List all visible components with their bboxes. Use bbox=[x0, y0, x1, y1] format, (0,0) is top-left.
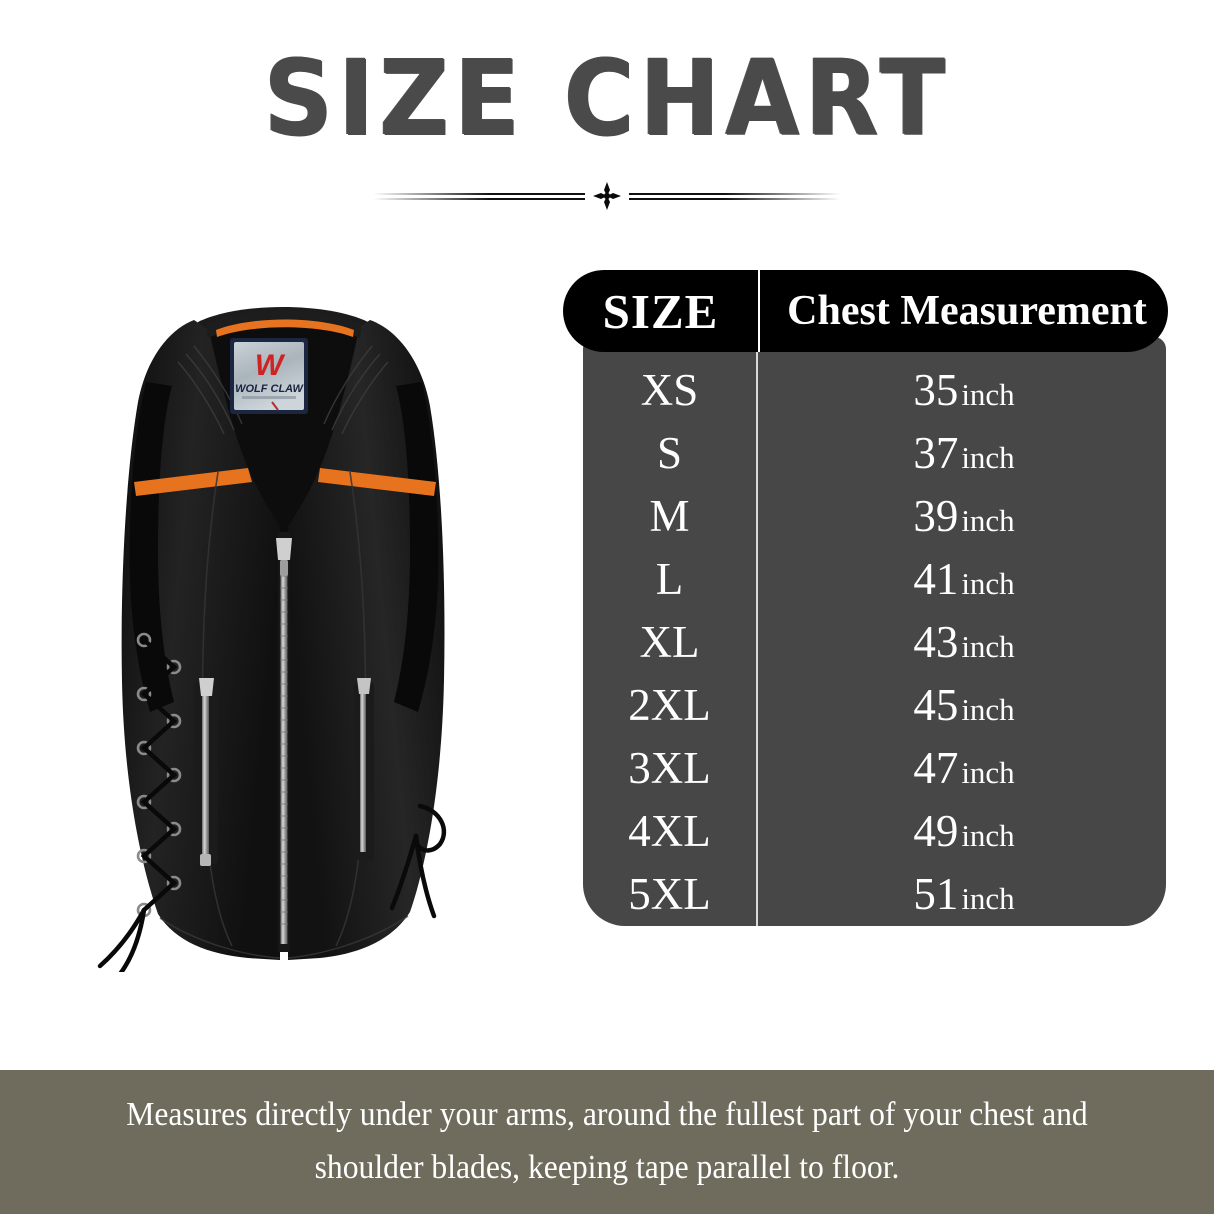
chest-number: 49 bbox=[913, 806, 959, 856]
table-cell-chest: 49inch bbox=[758, 800, 1166, 863]
page-title-block: SIZE CHART bbox=[0, 37, 1214, 159]
measurement-instructions-bar: Measures directly under your arms, aroun… bbox=[0, 1070, 1214, 1214]
table-cell-chest: 51inch bbox=[758, 863, 1166, 926]
table-cell-size: XL bbox=[639, 617, 700, 667]
table-cell-chest: 37inch bbox=[758, 422, 1166, 485]
table-cell-size: 2XL bbox=[628, 680, 711, 730]
chest-unit: inch bbox=[961, 755, 1015, 790]
table-cell-chest: 35inch bbox=[758, 359, 1166, 422]
table-cell-chest: 41inch bbox=[758, 548, 1166, 611]
chest-unit: inch bbox=[961, 692, 1015, 727]
table-cell-chest: 47inch bbox=[758, 737, 1166, 800]
page-title: SIZE CHART bbox=[263, 37, 951, 159]
table-cell-size: XS bbox=[640, 365, 699, 415]
size-table-body: XS S M L XL 2XL 3XL 4XL 5XL 35inch 37inc… bbox=[583, 337, 1166, 926]
chest-number: 41 bbox=[913, 554, 959, 604]
chest-unit: inch bbox=[961, 566, 1015, 601]
chest-number: 47 bbox=[913, 743, 959, 793]
chest-number: 37 bbox=[913, 428, 959, 478]
table-cell-chest: 45inch bbox=[758, 674, 1166, 737]
table-cell-size: 3XL bbox=[628, 743, 711, 793]
chest-number: 39 bbox=[913, 491, 959, 541]
product-vest-image: W WOLF CLAW bbox=[48, 282, 518, 972]
table-cell-chest: 39inch bbox=[758, 485, 1166, 548]
chest-unit: inch bbox=[961, 503, 1015, 538]
svg-text:W: W bbox=[255, 349, 286, 382]
size-column: XS S M L XL 2XL 3XL 4XL 5XL bbox=[583, 359, 756, 926]
divider-rule-right bbox=[629, 192, 841, 201]
chest-unit: inch bbox=[961, 377, 1015, 412]
header-column-divider bbox=[758, 270, 760, 352]
chest-unit: inch bbox=[961, 818, 1015, 853]
table-cell-size: S bbox=[656, 428, 683, 478]
table-cell-size: 5XL bbox=[628, 869, 711, 919]
measurement-instructions-text: Measures directly under your arms, aroun… bbox=[126, 1096, 1088, 1186]
chest-number: 45 bbox=[913, 680, 959, 730]
table-cell-size: M bbox=[649, 491, 690, 541]
svg-text:WOLF CLAW: WOLF CLAW bbox=[235, 383, 304, 395]
chest-number: 35 bbox=[913, 365, 959, 415]
chest-unit: inch bbox=[961, 629, 1015, 664]
size-chart-table: XS S M L XL 2XL 3XL 4XL 5XL 35inch 37inc… bbox=[563, 270, 1168, 926]
brand-label: W WOLF CLAW bbox=[230, 338, 308, 414]
table-column-divider bbox=[756, 337, 758, 926]
diamond-fleuron-icon bbox=[592, 181, 622, 211]
header-chest-label: Chest Measurement bbox=[787, 288, 1147, 334]
divider-rule-left bbox=[373, 192, 585, 201]
chest-number: 43 bbox=[913, 617, 959, 667]
chest-column: 35inch 37inch 39inch 41inch 43inch 45inc… bbox=[758, 359, 1166, 926]
chest-unit: inch bbox=[961, 881, 1015, 916]
size-table-header: SIZE Chest Measurement bbox=[563, 270, 1168, 352]
chest-number: 51 bbox=[913, 869, 959, 919]
table-cell-chest: 43inch bbox=[758, 611, 1166, 674]
table-cell-size: L bbox=[655, 554, 684, 604]
header-size-label: SIZE bbox=[602, 283, 719, 339]
ornamental-divider bbox=[0, 178, 1214, 214]
table-cell-size: 4XL bbox=[628, 806, 711, 856]
chest-unit: inch bbox=[961, 440, 1015, 475]
